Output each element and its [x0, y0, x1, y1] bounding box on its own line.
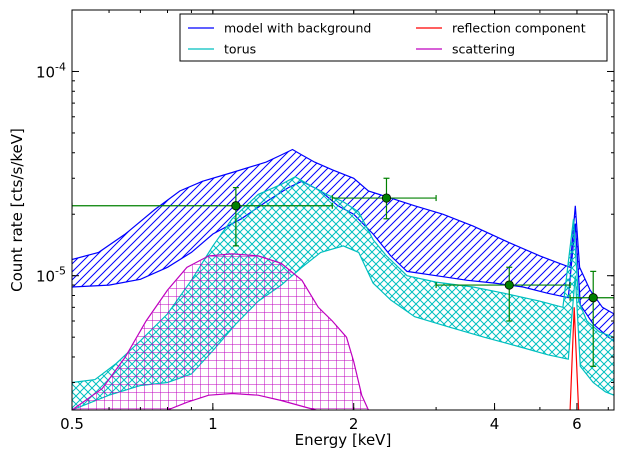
- y-tick-label: 10-5: [36, 265, 66, 286]
- y-axis-label: Count rate [cts/s/keV]: [8, 128, 26, 292]
- model-band: [72, 149, 614, 341]
- legend-label-reflection-component: reflection component: [452, 21, 586, 36]
- data-marker: [588, 293, 598, 303]
- legend: model with background reflection componen…: [179, 13, 608, 62]
- data-point-2: [331, 177, 437, 220]
- data-marker: [231, 201, 241, 211]
- x-tick-label: 6: [572, 415, 582, 433]
- legend-label-scattering: scattering: [452, 42, 515, 57]
- scattering-band: [72, 253, 369, 410]
- legend-label-model-with-background: model with background: [224, 21, 371, 36]
- data-marker: [504, 280, 514, 290]
- data-marker: [381, 193, 392, 203]
- y-tick-label: 10-4: [36, 60, 66, 81]
- x-tick-label: 2: [349, 415, 359, 433]
- x-tick-label: 0.5: [60, 415, 84, 433]
- plot-frame: [71, 9, 615, 411]
- legend-frame: [179, 13, 608, 62]
- x-axis-label: Energy [keV]: [295, 431, 392, 449]
- x-tick-label: 1: [208, 415, 218, 433]
- x-tick-label: 4: [490, 415, 500, 433]
- scattering-lower-line: [72, 392, 369, 410]
- data-point-1: [72, 187, 333, 247]
- reflection-line: [569, 307, 580, 410]
- scattering-upper-line: [72, 253, 369, 410]
- data-point-4: [569, 270, 614, 367]
- data-point-3: [435, 266, 571, 322]
- legend-label-torus: torus: [224, 42, 256, 57]
